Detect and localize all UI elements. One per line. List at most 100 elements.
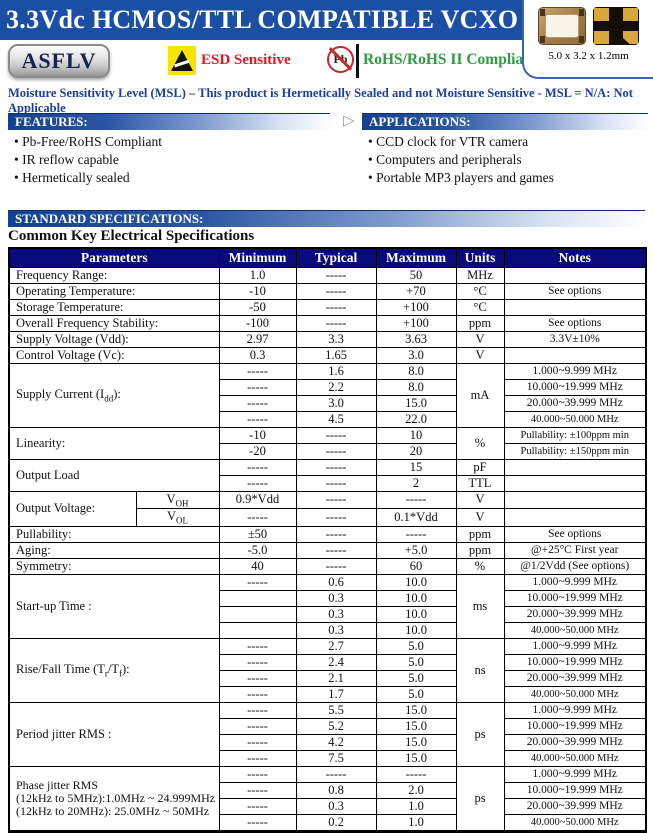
typ-cell: 0.3 xyxy=(295,605,377,623)
table-row: Aging: -5.0 ----- +5.0 ppm @+25°C First … xyxy=(8,541,647,559)
units-cell: V xyxy=(455,508,505,527)
max-cell: 60 xyxy=(375,557,457,575)
units-cell: TTL xyxy=(455,474,505,492)
max-cell: +100 xyxy=(375,314,457,332)
min-cell: 0.9*Vdd xyxy=(218,490,297,509)
table-row: Supply Current (Idd): ----- 1.6 8.0 mA 1… xyxy=(8,362,647,428)
table-row: ----- 0.8 2.0 10.000~19.999 MHz xyxy=(9,781,647,799)
notes-cell: 1.000~9.999 MHz xyxy=(503,701,647,719)
table-row: 0.3 10.0 10.000~19.999 MHz xyxy=(9,589,647,607)
max-cell: 3.63 xyxy=(375,330,457,348)
param-subscript: f xyxy=(119,668,123,679)
subparam-text: V xyxy=(166,491,176,506)
feature-item: Pb-Free/RoHS Compliant xyxy=(14,133,330,151)
typ-cell: ----- xyxy=(295,314,377,332)
typ-cell: 0.8 xyxy=(295,781,377,799)
table-row: 0.3 10.0 20.000~39.999 MHz xyxy=(9,605,647,623)
col-header: Typical xyxy=(295,247,377,268)
typ-cell: 1.65 xyxy=(295,346,377,364)
units-cell: ms xyxy=(455,573,505,639)
max-cell: 2.0 xyxy=(375,781,457,799)
features-section: FEATURES: Pb-Free/RoHS Compliant IR refl… xyxy=(8,113,330,187)
applications-list: CCD clock for VTR camera Computers and p… xyxy=(368,133,648,187)
solder-pad xyxy=(594,31,609,44)
min-cell: ±50 xyxy=(218,525,297,543)
table-row: ----- 2.1 5.0 20.000~39.999 MHz xyxy=(9,669,647,687)
typ-cell: ----- xyxy=(295,298,377,316)
param-text: ): xyxy=(113,386,121,401)
units-cell: ppm xyxy=(455,314,505,332)
table-row: Overall Frequency Stability: -100 ----- … xyxy=(8,314,647,332)
package-image-box: 5.0 x 3.2 x 1.2mm xyxy=(522,0,653,79)
min-cell: -50 xyxy=(218,298,297,316)
max-cell: 5.0 xyxy=(375,685,457,703)
typ-cell: ----- xyxy=(295,458,377,476)
min-cell: -10 xyxy=(218,282,297,300)
notes-cell: @1/2Vdd (See options) xyxy=(503,557,647,575)
max-cell: ----- xyxy=(375,525,457,543)
notes-cell: 1.000~9.999 MHz xyxy=(503,637,647,655)
max-cell: 22.0 xyxy=(375,410,457,428)
rohs-compliant-label: RoHS/RoHS II Compliant xyxy=(363,51,537,68)
min-cell: ----- xyxy=(218,749,297,767)
applications-section: APPLICATIONS: CCD clock for VTR camera C… xyxy=(362,113,648,187)
max-cell: 20 xyxy=(375,442,457,460)
max-cell: 15.0 xyxy=(375,701,457,719)
min-cell: ----- xyxy=(218,813,297,832)
application-item: Portable MP3 players and games xyxy=(368,169,648,187)
table-row: ----- 4.5 22.0 40.000~50.000 MHz xyxy=(9,410,647,428)
min-cell: ----- xyxy=(218,573,297,591)
typ-cell: ----- xyxy=(295,426,377,444)
typ-cell: 0.2 xyxy=(295,813,377,832)
package-corner-mark xyxy=(579,9,584,16)
param-cell: Supply Voltage (Vdd): xyxy=(8,330,220,348)
units-cell: MHz xyxy=(455,266,505,284)
min-cell: ----- xyxy=(218,765,297,783)
notes-cell: 40.000~50.000 MHz xyxy=(503,410,647,428)
table-caption: Common Key Electrical Specifications xyxy=(8,228,255,244)
application-item: Computers and peripherals xyxy=(368,151,648,169)
typ-cell: 5.2 xyxy=(295,717,377,735)
applications-arrow-icon: ▷ xyxy=(343,113,355,129)
typ-cell: 3.3 xyxy=(295,330,377,348)
typ-cell: 1.7 xyxy=(295,685,377,703)
notes-cell: 20.000~39.999 MHz xyxy=(503,733,647,751)
param-cell: Aging: xyxy=(8,541,220,559)
min-cell: ----- xyxy=(218,458,297,476)
min-cell: ----- xyxy=(218,410,297,428)
table-row: -20 ----- 20 Pullability: ±150ppm min xyxy=(9,442,647,460)
typ-cell: ----- xyxy=(295,541,377,559)
min-cell: 1.0 xyxy=(218,266,297,284)
max-cell: 15.0 xyxy=(375,717,457,735)
notes-cell: Pullability: ±100ppm min xyxy=(503,426,647,444)
typ-cell: ----- xyxy=(295,266,377,284)
param-cell: Output Voltage: xyxy=(8,490,137,527)
min-cell xyxy=(218,589,297,607)
units-cell: °C xyxy=(455,282,505,300)
param-line: (12kHz to 20MHz): 25.0MHz ~ 50MHz xyxy=(16,803,210,818)
notes-cell: 40.000~50.000 MHz xyxy=(503,621,647,639)
package-images xyxy=(524,7,653,45)
min-cell: ----- xyxy=(218,669,297,687)
max-cell: 10.0 xyxy=(375,573,457,591)
min-cell: ----- xyxy=(218,637,297,655)
param-line: (12kHz to 5MHz):1.0MHz ~ 24.999MHz xyxy=(16,790,216,805)
col-header: Maximum xyxy=(375,247,457,268)
divider-line xyxy=(356,44,359,78)
max-cell: ----- xyxy=(375,765,457,783)
min-cell: -10 xyxy=(218,426,297,444)
param-cell: Frequency Range: xyxy=(8,266,220,284)
param-text: /T xyxy=(107,661,120,676)
package-top-view-image xyxy=(538,7,586,45)
param-subscript: dd xyxy=(104,393,114,404)
subparam-cell: VOL xyxy=(135,508,220,527)
notes-cell: 1.000~9.999 MHz xyxy=(503,765,647,783)
feature-item: Hermetically sealed xyxy=(14,169,330,187)
max-cell: 10.0 xyxy=(375,621,457,639)
min-cell: ----- xyxy=(218,701,297,719)
min-cell: 2.97 xyxy=(218,330,297,348)
param-text: Rise/Fall Time (T xyxy=(16,661,105,676)
param-cell: Output Load xyxy=(8,458,220,492)
table-row: VOL ----- ----- 0.1*Vdd V xyxy=(9,508,647,527)
notes-cell: 10.000~19.999 MHz xyxy=(503,653,647,671)
